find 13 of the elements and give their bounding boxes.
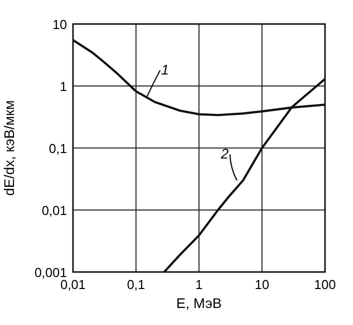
x-tick-label: 1: [195, 277, 203, 292]
annotation: 2: [220, 145, 229, 162]
annotation: 1: [161, 61, 169, 78]
x-axis-title: E, МэВ: [176, 295, 222, 311]
y-tick-label: 10: [52, 17, 67, 32]
y-tick-label: 0,01: [42, 203, 67, 218]
x-tick-label: 100: [314, 277, 336, 292]
x-tick-label: 0,1: [126, 277, 146, 292]
y-tick-label: 1: [60, 79, 67, 94]
y-tick-label: 0,001: [34, 265, 67, 280]
y-tick-label: 0,1: [48, 141, 67, 156]
y-axis-title: dE/dx, кэВ/мкм: [1, 100, 17, 196]
x-tick-label: 10: [254, 277, 270, 292]
